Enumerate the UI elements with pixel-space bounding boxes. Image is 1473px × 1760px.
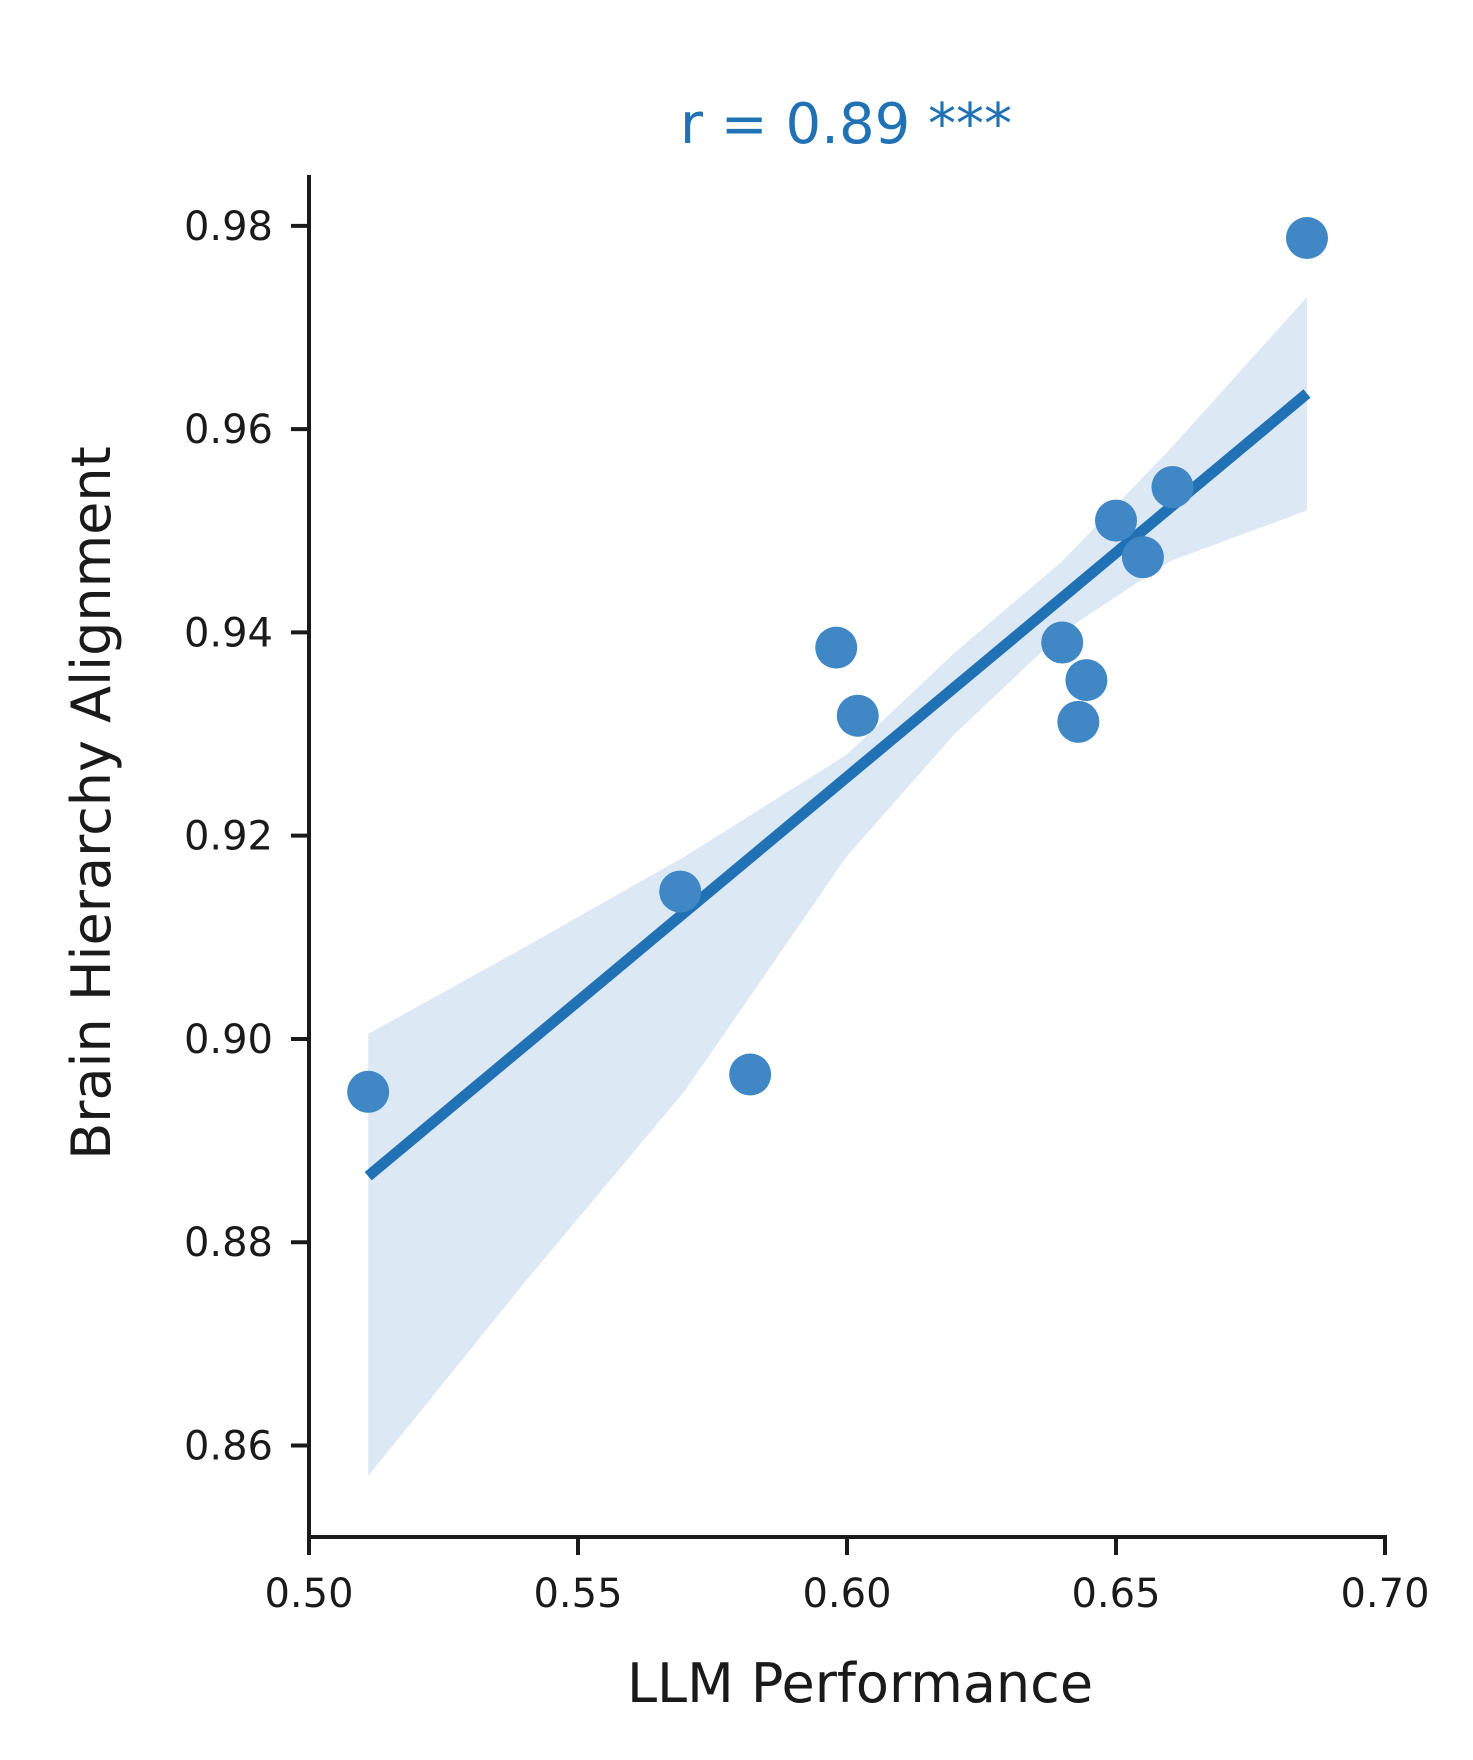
data-point-3 bbox=[729, 1053, 772, 1096]
regression-line-layer bbox=[364, 389, 1311, 1181]
x-axis-label: LLM Performance bbox=[627, 1652, 1093, 1715]
data-point-1 bbox=[347, 1070, 390, 1113]
y-tick-label-4: 0.92 bbox=[184, 814, 273, 860]
axes: 0.50 0.55 0.60 0.65 0.70 0.86 0.88 0.90 0.92 0.94… bbox=[184, 175, 1430, 1617]
data-point-5 bbox=[836, 694, 879, 737]
data-point-9 bbox=[1095, 499, 1137, 542]
data-point-8 bbox=[1065, 659, 1108, 702]
correlation-annotation: r = 0.89 *** bbox=[680, 92, 1012, 157]
y-tick-label-6: 0.96 bbox=[184, 407, 273, 453]
x-tick-label-2: 0.55 bbox=[533, 1571, 622, 1617]
data-point-12 bbox=[1285, 217, 1328, 260]
data-point-7 bbox=[1057, 700, 1100, 743]
regression-line bbox=[364, 389, 1311, 1181]
y-tick-label-5: 0.94 bbox=[184, 610, 273, 656]
data-point-6 bbox=[1041, 621, 1084, 664]
y-axis-label: Brain Hierarchy Alignment bbox=[60, 446, 123, 1160]
y-tick-label-1: 0.86 bbox=[184, 1424, 273, 1470]
data-point-4 bbox=[815, 626, 858, 669]
data-point-2 bbox=[659, 870, 702, 913]
y-tick-label-7: 0.98 bbox=[184, 204, 273, 250]
x-tick-label-5: 0.70 bbox=[1340, 1571, 1429, 1617]
x-tick-label-1: 0.50 bbox=[264, 1571, 353, 1617]
data-point-11 bbox=[1151, 466, 1194, 509]
x-tick-label-3: 0.60 bbox=[802, 1571, 891, 1617]
data-point-10 bbox=[1121, 536, 1164, 579]
x-tick-label-4: 0.65 bbox=[1071, 1571, 1160, 1617]
data-points-layer bbox=[347, 217, 1328, 1113]
y-tick-label-2: 0.88 bbox=[184, 1220, 273, 1266]
y-tick-label-3: 0.90 bbox=[184, 1017, 273, 1063]
